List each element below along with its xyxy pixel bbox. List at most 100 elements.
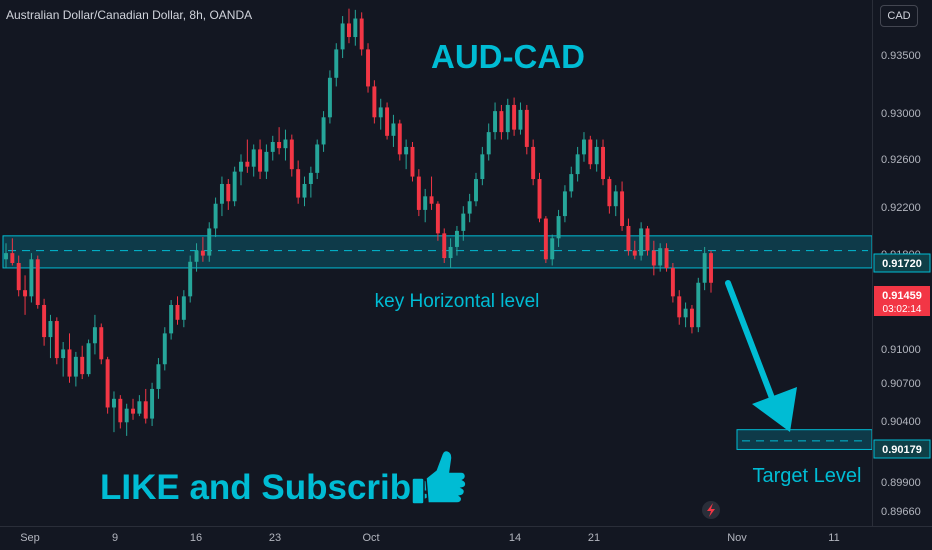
- candle-body: [474, 179, 478, 202]
- arrow-head: [752, 387, 797, 432]
- candle-body: [620, 191, 625, 226]
- target-level-label: Target Level: [753, 465, 862, 487]
- candle-body: [512, 104, 517, 130]
- candle-body: [131, 408, 135, 414]
- price-tick-label: 0.92600: [881, 154, 921, 166]
- candle-body: [550, 238, 555, 260]
- candle-body: [664, 248, 669, 268]
- candle-body: [442, 233, 447, 259]
- candle-body: [410, 146, 415, 177]
- price-tick-label: 0.90400: [881, 416, 921, 428]
- candle-body: [61, 349, 66, 359]
- candle-body: [582, 139, 586, 155]
- candle-body: [23, 290, 28, 297]
- time-tick-label: 21: [588, 532, 600, 544]
- candle-body: [601, 146, 605, 180]
- candle-body: [696, 282, 701, 328]
- candle-body: [296, 169, 301, 198]
- candle-body: [156, 364, 161, 389]
- candle-body: [448, 246, 453, 259]
- price-tick-label: 0.91000: [881, 344, 921, 356]
- candle-body: [270, 141, 275, 152]
- candle-body: [670, 267, 675, 297]
- candle-body: [645, 228, 650, 251]
- candle-body: [429, 196, 434, 204]
- candle-body: [626, 225, 631, 251]
- candle-body: [391, 123, 396, 136]
- time-axis-divider: [0, 526, 932, 527]
- time-tick-label: 16: [190, 532, 202, 544]
- candle-body: [175, 304, 180, 320]
- candle-body: [264, 151, 269, 172]
- candle-body: [302, 183, 307, 198]
- candle-body: [347, 23, 351, 38]
- arrow-shaft: [725, 280, 775, 401]
- candle-body: [315, 144, 320, 173]
- candle-body: [162, 333, 167, 365]
- candle-body: [613, 191, 618, 207]
- candle-body: [277, 141, 282, 149]
- candle-body: [92, 327, 97, 344]
- candle-body: [353, 18, 358, 38]
- candle-body: [194, 250, 199, 262]
- bar-countdown: 03:02:14: [883, 304, 922, 315]
- chart-title-annotation: AUD-CAD: [431, 38, 585, 75]
- candle-body: [651, 250, 656, 266]
- candle-body: [493, 111, 498, 133]
- candle-body: [251, 149, 256, 167]
- candle-body: [80, 356, 85, 375]
- symbol-header: Australian Dollar/Canadian Dollar, 8h, O…: [6, 8, 253, 22]
- candle-body: [207, 228, 212, 256]
- price-tag-current: 0.91459: [882, 290, 922, 302]
- candle-body: [385, 107, 390, 136]
- candle-body: [232, 171, 237, 202]
- time-tick-label: 11: [828, 532, 839, 544]
- candle-body: [372, 86, 377, 118]
- candle-body: [461, 213, 466, 231]
- price-tag-target-bg: [873, 439, 931, 459]
- candle-body: [594, 146, 599, 165]
- candle-body: [35, 259, 40, 305]
- candle-body: [677, 296, 682, 318]
- candle-body: [689, 308, 694, 328]
- candle-body: [289, 139, 294, 170]
- candle-body: [543, 218, 548, 260]
- price-tag-current-bg: [874, 286, 930, 316]
- candle-body: [359, 18, 364, 50]
- candle-body: [143, 401, 148, 419]
- candle-body: [340, 23, 345, 50]
- candle-body: [518, 109, 523, 130]
- candle-body: [258, 149, 263, 172]
- candle-body: [239, 161, 243, 172]
- candle-body: [29, 259, 34, 297]
- target-zone-rect: [736, 429, 873, 450]
- time-tick-label: Nov: [727, 532, 747, 544]
- candle-body: [200, 250, 205, 256]
- candle-body: [169, 304, 174, 334]
- candle-body: [505, 104, 510, 133]
- candle-body: [48, 321, 53, 338]
- candle-body: [327, 77, 332, 118]
- price-tick-label: 0.90700: [881, 378, 921, 390]
- candle-body: [308, 172, 313, 184]
- candle-body: [537, 179, 542, 219]
- candle-body: [702, 253, 707, 283]
- candle-body: [213, 203, 218, 229]
- candle-body: [188, 261, 193, 297]
- candle-body: [454, 230, 459, 247]
- candle-body: [99, 327, 104, 360]
- candle-body: [709, 253, 713, 283]
- candle-body: [480, 154, 485, 180]
- candle-body: [556, 216, 561, 239]
- candle-body: [562, 191, 567, 217]
- candle-body: [569, 174, 574, 192]
- time-tick-label: 9: [112, 532, 118, 544]
- candle-body: [632, 250, 637, 256]
- currency-button[interactable]: CAD: [880, 5, 918, 27]
- candle-body: [283, 139, 288, 149]
- candle-body: [226, 183, 231, 202]
- candle-body: [118, 398, 123, 423]
- candle-body: [16, 263, 21, 291]
- candle-body: [531, 146, 536, 180]
